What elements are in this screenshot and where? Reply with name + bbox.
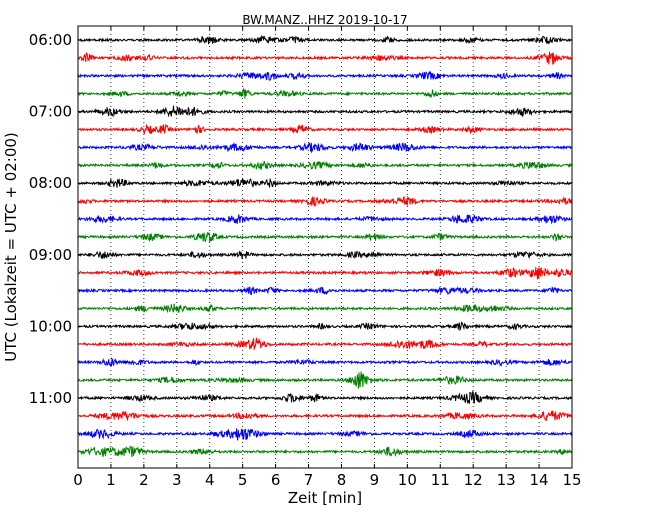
y-tick-label: 11:00 [29, 389, 72, 407]
trace-6 [77, 141, 573, 154]
x-tick-label: 8 [337, 471, 347, 489]
x-tick-label: 13 [497, 471, 516, 489]
trace-13 [77, 267, 573, 280]
trace-12 [77, 250, 573, 260]
y-tick-label: 10:00 [29, 317, 72, 335]
trace-2 [77, 71, 573, 81]
trace-21 [77, 410, 573, 422]
trace-23 [77, 445, 573, 458]
x-tick-label: 3 [172, 471, 182, 489]
trace-0 [77, 34, 573, 45]
x-tick-label: 10 [398, 471, 417, 489]
trace-11 [77, 232, 573, 243]
x-tick-label: 14 [530, 471, 549, 489]
trace-16 [77, 321, 573, 332]
trace-10 [77, 214, 573, 225]
x-tick-label: 5 [238, 471, 248, 489]
y-tick-label: 09:00 [29, 246, 72, 264]
x-tick-label: 6 [271, 471, 281, 489]
y-tick-label: 08:00 [29, 174, 72, 192]
chart-title: BW.MANZ..HHZ 2019-10-17 [242, 13, 407, 27]
trace-3 [77, 87, 573, 99]
trace-19 [77, 371, 573, 389]
trace-17 [77, 337, 573, 350]
plot-frame [77, 25, 573, 469]
x-axis-label: Zeit [min] [288, 489, 362, 507]
trace-18 [77, 357, 573, 367]
trace-7 [77, 160, 573, 171]
trace-20 [77, 390, 573, 404]
trace-4 [77, 105, 573, 118]
x-tick-label: 0 [73, 471, 83, 489]
trace-5 [77, 123, 573, 135]
x-tick-label: 15 [562, 471, 581, 489]
x-tick-label: 2 [139, 471, 149, 489]
trace-22 [77, 428, 573, 441]
trace-1 [77, 51, 573, 65]
vertical-grid [110, 26, 540, 468]
y-axis-label: UTC (Lokalzeit = UTC + 02:00) [2, 132, 20, 362]
trace-9 [77, 195, 573, 208]
x-tick-label: 11 [431, 471, 450, 489]
y-axis-ticks: 06:00 07:00 08:00 09:00 10:00 11:00 [29, 31, 572, 407]
x-tick-label: 12 [464, 471, 483, 489]
x-tick-label: 1 [106, 471, 116, 489]
y-tick-label: 06:00 [29, 31, 72, 49]
trace-14 [77, 285, 573, 296]
x-axis-ticks: 0 1 2 3 4 5 6 7 8 9 10 11 12 13 14 15 [73, 26, 582, 489]
y-tick-label: 07:00 [29, 103, 72, 121]
trace-15 [77, 303, 573, 314]
x-tick-label: 4 [205, 471, 215, 489]
x-tick-label: 9 [370, 471, 380, 489]
x-tick-label: 7 [304, 471, 314, 489]
traces [77, 34, 573, 458]
trace-8 [77, 177, 573, 188]
